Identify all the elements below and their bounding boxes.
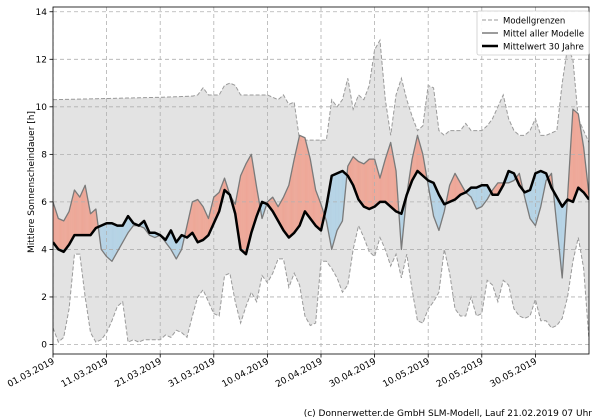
y-tick-label: 0 (41, 341, 47, 351)
y-tick-label: 2 (41, 293, 47, 303)
y-tick-label: 8 (41, 151, 47, 161)
legend-band-label: Modellgrenzen (503, 17, 565, 27)
legend: Modellgrenzen Mittel aller Modelle Mitte… (476, 10, 590, 56)
model-band-upper (53, 38, 589, 143)
climate-mean-line (53, 169, 589, 256)
legend-climate-label: Mittelwert 30 Jahre (503, 43, 584, 53)
y-axis-title: Mittlere Sonnenscheindauer [h] (27, 111, 37, 253)
y-tick-label: 10 (36, 103, 48, 113)
legend-box (476, 10, 590, 56)
y-tick-label: 4 (41, 246, 47, 256)
line-layer (53, 108, 589, 279)
y-tick-label: 12 (36, 55, 47, 65)
grid-layer (53, 7, 589, 354)
plot-area (53, 7, 589, 354)
y-tick-label: 6 (41, 198, 47, 208)
model-mean-line (53, 108, 589, 279)
legend-models-label: Mittel aller Modelle (503, 30, 584, 40)
y-tick-label: 14 (36, 8, 48, 18)
credit-line: (c) Donnerwetter.de GmbH SLM-Modell, Lau… (304, 409, 593, 419)
